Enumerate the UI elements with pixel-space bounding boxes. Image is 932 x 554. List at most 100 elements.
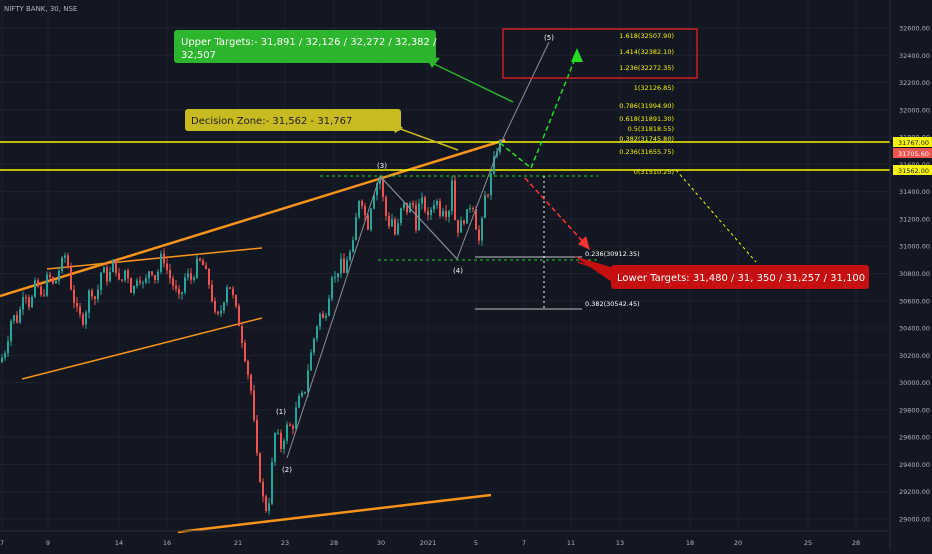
upper-targets-line1: Upper Targets:- 31,891 / 32,126 / 32,272… [181,37,437,48]
candle-body [25,297,27,299]
candle-body [70,267,72,290]
candle-body [130,278,132,293]
candle-body [1,357,3,363]
candle-body [205,265,207,270]
candle-body [163,253,165,264]
fib-guide-lines [320,169,757,310]
candle-body [331,277,333,299]
time-tick-label: 30 [377,539,385,547]
candle-body [211,284,213,302]
candle-body [451,180,453,212]
candle-body [76,302,78,307]
candle-body [346,259,348,273]
candle-body [319,313,321,327]
candle-body [73,289,75,303]
time-tick-label: 28 [330,539,338,547]
candle-body [58,270,60,281]
upper-left-channel [46,247,263,270]
candle-body [436,201,438,206]
candle-body [430,209,432,216]
candle-body [355,217,357,241]
candle-body [328,298,330,316]
candle-body [403,202,405,209]
candle-body [370,208,372,230]
time-tick-label: 9 [46,539,50,547]
candle-body [475,208,477,230]
price-tick-label: 31000.00 [899,243,930,251]
candle-body [394,219,396,235]
candle-body [268,503,270,511]
candle-body [253,390,255,420]
candle-body [142,282,144,284]
candle-body [274,432,276,462]
green-arrow-head [571,48,583,62]
price-axis[interactable]: 32600.0032400.0032200.0032000.0031800.00… [899,25,930,524]
candle-body [238,306,240,327]
candle-body [379,178,381,184]
candle-body [457,219,459,233]
candle-body [79,306,81,315]
candle-body [352,240,354,252]
candle-body [169,270,171,279]
candle-body [49,274,51,278]
candle-body [313,338,315,353]
price-tick-label: 31200.00 [899,215,930,223]
candle-body [13,315,15,321]
candle-body [199,258,201,261]
fib-zero-extension [675,169,757,263]
decision-zone-callout: Decision Zone:- 31,562 - 31,767 [185,109,401,131]
candle-body [55,280,57,284]
wave-label-5: (5) [544,34,554,42]
fib-label-0: 0(31510.25) [634,168,674,176]
candle-body [202,260,204,266]
candle-body [97,289,99,300]
wave-5-projection-line [499,41,550,146]
candle-body [265,496,267,511]
candle-body [220,310,222,314]
price-tick-label: 31400.00 [899,188,930,196]
candle-body [406,202,408,213]
fib-label-0382: 0.382(31745.80) [619,135,674,143]
candle-body [382,178,384,197]
candle-body [481,218,483,241]
elliott-wave-lines [286,41,550,459]
fib-label-1618: 1.618(32507.90) [619,32,674,40]
candle-body [94,296,96,300]
projection-arrows [499,48,590,250]
price-tick-label: 32200.00 [899,79,930,87]
candle-body [295,407,297,429]
candle-body [43,294,45,296]
candle-body [247,360,249,375]
decision-callout-pointer [394,126,459,151]
candle-body [244,342,246,361]
candle-body [28,297,30,308]
fib-lower-labels: 0.236(30912.35) 0.382(30542.45) [585,250,640,308]
candle-body [103,267,105,273]
time-tick-label: 18 [686,539,694,547]
candle-body [442,210,444,217]
candle-body [271,461,273,504]
candle-body [283,440,285,449]
lower-targets-text: Lower Targets: 31,480 / 31, 350 / 31,257… [617,273,865,284]
candle-body [184,277,186,293]
fib-label-05: 0.5(31818.55) [628,125,674,133]
time-axis[interactable]: 7 9 14 16 21 23 28 30 2021 5 7 11 13 18 20 25 28 [0,539,860,547]
price-tick-label: 29800.00 [899,406,930,414]
upper-targets-callout: Upper Targets:- 31,891 / 32,126 / 32,272… [174,30,437,63]
time-tick-label: 16 [163,539,171,547]
candle-body [124,270,126,281]
candle-body [121,279,123,281]
candle-body [34,280,36,297]
lower-left-channel [21,317,263,380]
candle-body [64,255,66,258]
red-arrow-path [524,177,586,245]
upper-rising-trendline [0,138,506,298]
upper-target-box [502,28,698,79]
candle-body [139,280,141,283]
candle-body [157,271,159,280]
candle-body [415,205,417,231]
candle-body [424,197,426,212]
candle-body [445,210,447,217]
